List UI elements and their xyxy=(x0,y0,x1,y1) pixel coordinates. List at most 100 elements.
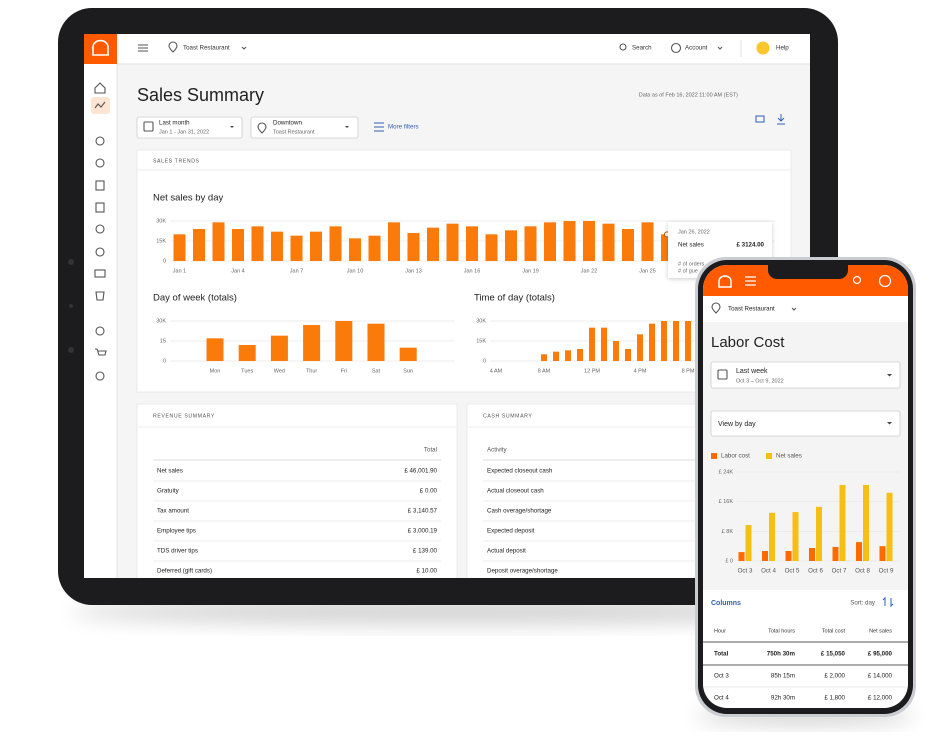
bar xyxy=(466,226,478,261)
menu-icon[interactable] xyxy=(138,44,148,52)
nav-icon[interactable] xyxy=(95,158,105,168)
x-tick-label: 8 PM xyxy=(682,368,695,374)
view-select[interactable] xyxy=(710,410,901,437)
logo-icon[interactable] xyxy=(718,275,732,288)
logo[interactable] xyxy=(84,34,117,64)
account[interactable]: Account xyxy=(685,45,708,52)
bar xyxy=(212,222,225,261)
x-tick-label: Jan 25 xyxy=(639,268,656,274)
date-filter[interactable] xyxy=(710,361,901,389)
bar xyxy=(193,229,205,261)
column-header: Net sales xyxy=(869,628,892,634)
column-header: Hour xyxy=(714,628,726,634)
y-tick-label: £ 8K xyxy=(722,529,734,535)
phone-location[interactable]: Toast Restaurant xyxy=(728,306,775,313)
sort-label[interactable]: Sort: day xyxy=(850,600,876,607)
row-value: £ 0.00 xyxy=(420,488,438,495)
phone-screen: Toast Restaurant Labor Cost Last week Oc… xyxy=(703,265,908,708)
bar xyxy=(544,222,556,261)
tablet-shadow xyxy=(70,600,830,624)
account-icon[interactable] xyxy=(878,274,892,288)
logo-icon xyxy=(92,39,109,56)
table-cell: £ 12,000 xyxy=(868,695,893,702)
bar xyxy=(524,226,537,261)
x-tick-label: Wed xyxy=(274,368,285,374)
row-label: Deferred (gift cards) xyxy=(157,568,212,575)
row-label: Actual deposit xyxy=(487,548,526,555)
bar xyxy=(832,546,839,561)
search-icon[interactable] xyxy=(852,275,862,285)
date-filter[interactable] xyxy=(136,116,243,139)
tooltip-orders: # of orders xyxy=(678,261,705,267)
date-filter-label: Last week xyxy=(736,368,768,375)
bar xyxy=(388,222,400,261)
x-tick-label: Fri xyxy=(341,368,347,374)
y-tick-label: 30K xyxy=(156,318,166,324)
bar xyxy=(738,552,745,561)
nav-icon[interactable] xyxy=(95,348,107,356)
more-filters[interactable]: More filters xyxy=(388,124,419,131)
bar xyxy=(368,235,381,261)
x-tick-label: Sat xyxy=(372,368,381,374)
chevron xyxy=(717,46,723,50)
table-cell: £ 2,000 xyxy=(824,673,845,680)
home-icon[interactable] xyxy=(94,82,106,94)
table-cell: £ 14,000 xyxy=(868,673,893,680)
column-header: Total hours xyxy=(768,628,795,634)
bar xyxy=(809,548,815,561)
columns-button[interactable]: Columns xyxy=(711,600,741,607)
help[interactable]: Help xyxy=(776,45,789,52)
column-header: Total xyxy=(424,447,437,454)
y-tick-label: 0 xyxy=(163,258,166,264)
bar xyxy=(589,327,595,361)
nav-icon[interactable] xyxy=(95,224,105,234)
x-tick-label: Oct 8 xyxy=(855,568,870,575)
nav-icon[interactable] xyxy=(95,247,105,257)
nav-icon[interactable] xyxy=(94,269,106,278)
x-tick-label: Jan 7 xyxy=(290,268,303,274)
nav-icon[interactable] xyxy=(95,136,105,146)
active-nav[interactable] xyxy=(91,97,110,114)
x-tick-label: Sun xyxy=(403,368,413,374)
bar xyxy=(427,227,439,261)
dropdown-arrow xyxy=(887,422,892,425)
y-tick-label: 0 xyxy=(483,358,486,364)
menu-icon[interactable] xyxy=(745,276,756,286)
nav-icon[interactable] xyxy=(95,371,105,381)
row-label: Expected deposit xyxy=(487,528,535,535)
calendar-icon xyxy=(717,369,728,380)
bar xyxy=(577,349,583,361)
location-name[interactable]: Toast Restaurant xyxy=(183,45,230,52)
nav-icon[interactable] xyxy=(95,326,105,336)
nav-icon[interactable] xyxy=(95,202,105,213)
nav-icon[interactable] xyxy=(95,291,105,301)
x-tick-label: 8 AM xyxy=(538,368,551,374)
bar xyxy=(565,350,571,361)
bar xyxy=(349,238,361,261)
x-tick-label: Jan 19 xyxy=(522,268,539,274)
nav-icon[interactable] xyxy=(95,180,105,191)
download-icon[interactable] xyxy=(777,114,785,125)
x-tick-label: Oct 9 xyxy=(879,568,894,575)
section-title: REVENUE SUMMARY xyxy=(153,413,215,419)
x-tick-label: Thur xyxy=(306,368,317,374)
row-label: Cash overage/shortage xyxy=(487,508,552,515)
sort-icon[interactable] xyxy=(882,596,894,608)
bar xyxy=(505,230,517,261)
email-icon[interactable] xyxy=(755,115,765,123)
bar xyxy=(661,321,667,361)
date-filter-range: Oct 3 – Oct 9, 2022 xyxy=(736,378,784,384)
row-value: £ 3,140.57 xyxy=(408,508,438,515)
x-tick-label: Jan 22 xyxy=(581,268,598,274)
location-filter[interactable] xyxy=(250,116,359,139)
tooltip-date: Jan 26, 2022 xyxy=(678,229,710,235)
row-label: TDS driver tips xyxy=(157,548,198,555)
dropdown-arrow xyxy=(230,126,234,128)
account-icon xyxy=(670,42,682,54)
bar xyxy=(541,354,547,361)
search[interactable]: Search xyxy=(632,45,652,52)
bar xyxy=(485,234,498,261)
bar xyxy=(446,223,459,261)
bar xyxy=(769,512,775,561)
bar xyxy=(673,321,679,361)
